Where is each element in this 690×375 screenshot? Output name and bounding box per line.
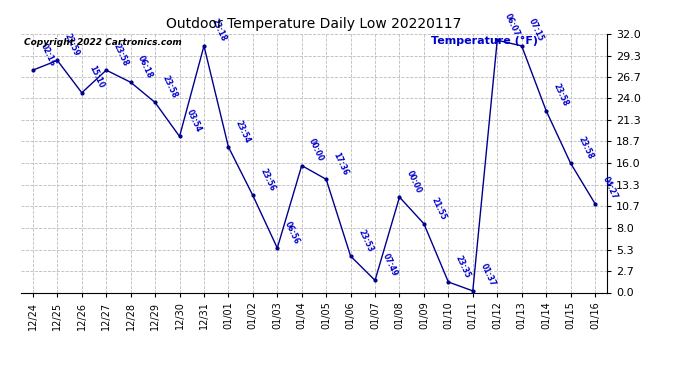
Text: 23:58: 23:58 [552, 82, 570, 108]
Text: 23:58: 23:58 [161, 74, 179, 100]
Text: 06:56: 06:56 [283, 220, 301, 245]
Text: 06:18: 06:18 [136, 54, 155, 80]
Text: 23:54: 23:54 [234, 118, 253, 144]
Title: Outdoor Temperature Daily Low 20220117: Outdoor Temperature Daily Low 20220117 [166, 17, 462, 31]
Text: 23:58: 23:58 [576, 135, 595, 160]
Text: Copyright 2022 Cartronics.com: Copyright 2022 Cartronics.com [23, 38, 181, 46]
Text: 06:07: 06:07 [503, 12, 521, 38]
Text: 01:37: 01:37 [478, 262, 497, 288]
Text: 00:00: 00:00 [307, 137, 326, 163]
Text: 23:18: 23:18 [210, 17, 228, 43]
Text: 21:55: 21:55 [429, 195, 448, 221]
Text: Temperature (°F): Temperature (°F) [431, 36, 538, 46]
Text: 23:56: 23:56 [259, 167, 277, 193]
Text: 17:36: 17:36 [332, 151, 350, 177]
Text: 04:27: 04:27 [600, 175, 619, 201]
Text: 23:59: 23:59 [63, 32, 81, 58]
Text: 23:53: 23:53 [356, 228, 375, 254]
Text: 03:54: 03:54 [185, 108, 204, 134]
Text: 00:00: 00:00 [405, 169, 424, 194]
Text: 02:16: 02:16 [39, 42, 57, 68]
Text: 23:58: 23:58 [112, 42, 130, 68]
Text: 07:49: 07:49 [381, 252, 399, 278]
Text: 23:35: 23:35 [454, 254, 472, 279]
Text: 15:10: 15:10 [88, 64, 106, 90]
Text: 07:15: 07:15 [527, 17, 546, 43]
